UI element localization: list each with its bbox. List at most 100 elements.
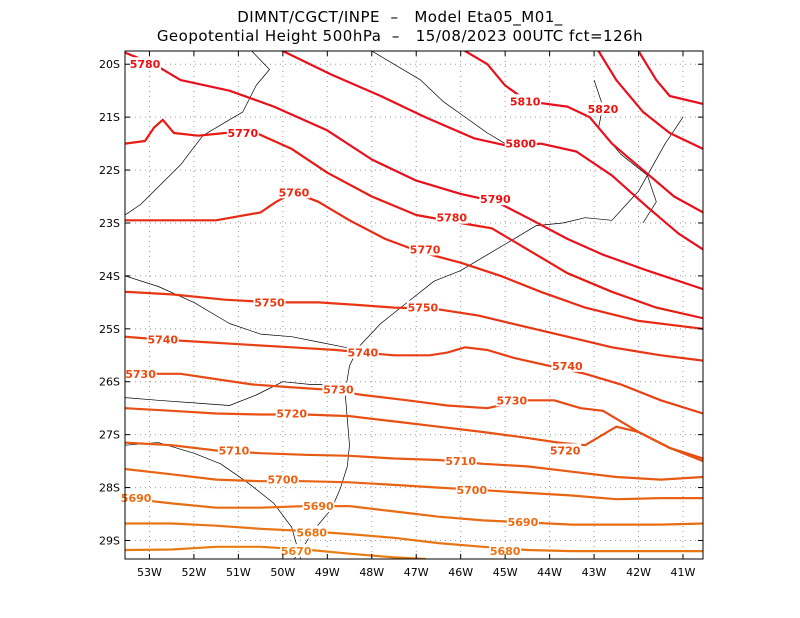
contour-value: 5700	[456, 484, 487, 497]
label-halo	[506, 514, 539, 528]
coastline-parana_border	[125, 275, 363, 351]
contour-value: 5730	[125, 368, 156, 381]
contour-value: 5750	[408, 302, 439, 315]
contour-label-5730: 5730	[124, 366, 157, 381]
contour-5800	[281, 51, 703, 251]
contour-label-5750: 5750	[253, 295, 286, 309]
lat-tick-label: 29S	[99, 534, 120, 547]
latitude-axis: 20S 21S 22S 23S 24S 25S 26S 27S 28S 29S	[99, 58, 703, 547]
contour-value: 5730	[497, 394, 528, 407]
contour-5780	[125, 118, 703, 320]
contour-value: 5700	[268, 474, 299, 487]
contour-label-5670: 5670	[280, 544, 313, 558]
contour-label-5770: 5770	[226, 126, 259, 140]
contour-label-5700: 5700	[455, 483, 488, 497]
lon-tick-label: 50W	[270, 566, 295, 579]
contour-label-5790: 5790	[479, 192, 512, 206]
contour-label-5760: 5760	[277, 185, 310, 199]
coastline-east	[593, 79, 657, 224]
contour-labels: 5780 5810 5820 5770 5800 5760 5790 5780 5770 5750…	[120, 57, 619, 558]
label-halo	[409, 242, 442, 256]
contour-value: 5810	[510, 95, 541, 108]
contour-value: 5690	[303, 500, 334, 513]
label-halo	[277, 185, 310, 199]
contour-label-5710: 5710	[217, 443, 250, 458]
contour-5680	[125, 522, 703, 553]
contour-label-5740: 5740	[346, 345, 379, 360]
lon-tick-label: 49W	[315, 566, 340, 579]
contour-5820	[597, 51, 703, 150]
lat-tick-label: 22S	[99, 164, 120, 177]
lon-tick-label: 52W	[181, 566, 206, 579]
contour-label-5720: 5720	[549, 443, 582, 458]
contour-label-5690: 5690	[120, 491, 153, 505]
contour-value: 5690	[121, 492, 152, 505]
lat-tick-label: 25S	[99, 323, 120, 336]
contour-value: 5720	[276, 407, 307, 420]
contour-value: 5740	[147, 333, 178, 346]
label-halo	[280, 544, 313, 558]
contour-5670	[125, 545, 427, 559]
lat-tick-label: 28S	[99, 482, 120, 495]
label-halo	[253, 295, 286, 309]
contour-label-5740: 5740	[551, 358, 584, 373]
contour-label-5780: 5780	[435, 210, 468, 225]
contour-label-5810: 5810	[509, 94, 542, 108]
label-halo	[146, 332, 179, 346]
contour-5690	[125, 497, 703, 526]
contour-value: 5760	[279, 186, 310, 199]
map-title-line-2: Geopotential Height 500hPa – 15/08/2023 …	[156, 27, 644, 45]
contour-value: 5790	[480, 193, 511, 206]
contour-value: 5750	[254, 296, 285, 309]
coastline-north	[371, 51, 506, 144]
contour-value: 5740	[552, 360, 583, 373]
lon-tick-label: 48W	[359, 566, 384, 579]
coastline-sc_border	[125, 381, 337, 406]
label-halo	[346, 345, 379, 359]
contour-value: 5730	[323, 384, 354, 397]
coastline-shore	[293, 116, 684, 559]
contour-value: 5710	[445, 455, 476, 468]
label-halo	[124, 366, 157, 380]
contour-label-5680: 5680	[489, 544, 522, 558]
contour-label-5700: 5700	[266, 472, 299, 487]
contour-label-5730: 5730	[495, 393, 528, 407]
contour-value: 5690	[508, 516, 539, 529]
contour-label-5780: 5780	[129, 57, 162, 71]
contour-label-5740: 5740	[146, 332, 179, 346]
contour-5720	[125, 407, 703, 463]
lat-tick-label: 24S	[99, 270, 120, 283]
map-frame	[124, 50, 704, 560]
label-halo	[479, 192, 512, 206]
contour-label-5770: 5770	[409, 242, 442, 256]
lat-tick-label: 26S	[99, 376, 120, 389]
contour-value: 5680	[296, 527, 327, 540]
lon-tick-label: 43W	[582, 566, 607, 579]
label-halo	[302, 499, 335, 513]
contour-label-5690: 5690	[506, 514, 539, 529]
contour-label-5690: 5690	[302, 499, 335, 513]
lat-tick-label: 27S	[99, 429, 120, 442]
contour-5710	[125, 441, 703, 481]
label-halo	[455, 483, 488, 497]
label-halo	[275, 406, 308, 420]
contour-label-5720: 5720	[275, 406, 308, 420]
contour-value: 5680	[490, 545, 521, 558]
lon-tick-label: 53W	[137, 566, 162, 579]
lat-tick-label: 23S	[99, 217, 120, 230]
contour-5790	[125, 51, 703, 291]
label-halo	[509, 94, 542, 108]
contour-value: 5720	[550, 445, 581, 458]
contour-label-5800: 5800	[504, 136, 537, 151]
label-halo	[406, 300, 439, 314]
contour-label-5710: 5710	[444, 454, 477, 468]
contour-value: 5780	[436, 212, 467, 225]
contour-label-5730: 5730	[322, 382, 355, 397]
contour-label-5680: 5680	[295, 525, 328, 540]
lon-tick-label: 46W	[448, 566, 473, 579]
contour-5820	[637, 51, 703, 105]
label-halo	[551, 358, 584, 372]
label-halo	[435, 210, 468, 224]
label-halo	[226, 126, 259, 140]
